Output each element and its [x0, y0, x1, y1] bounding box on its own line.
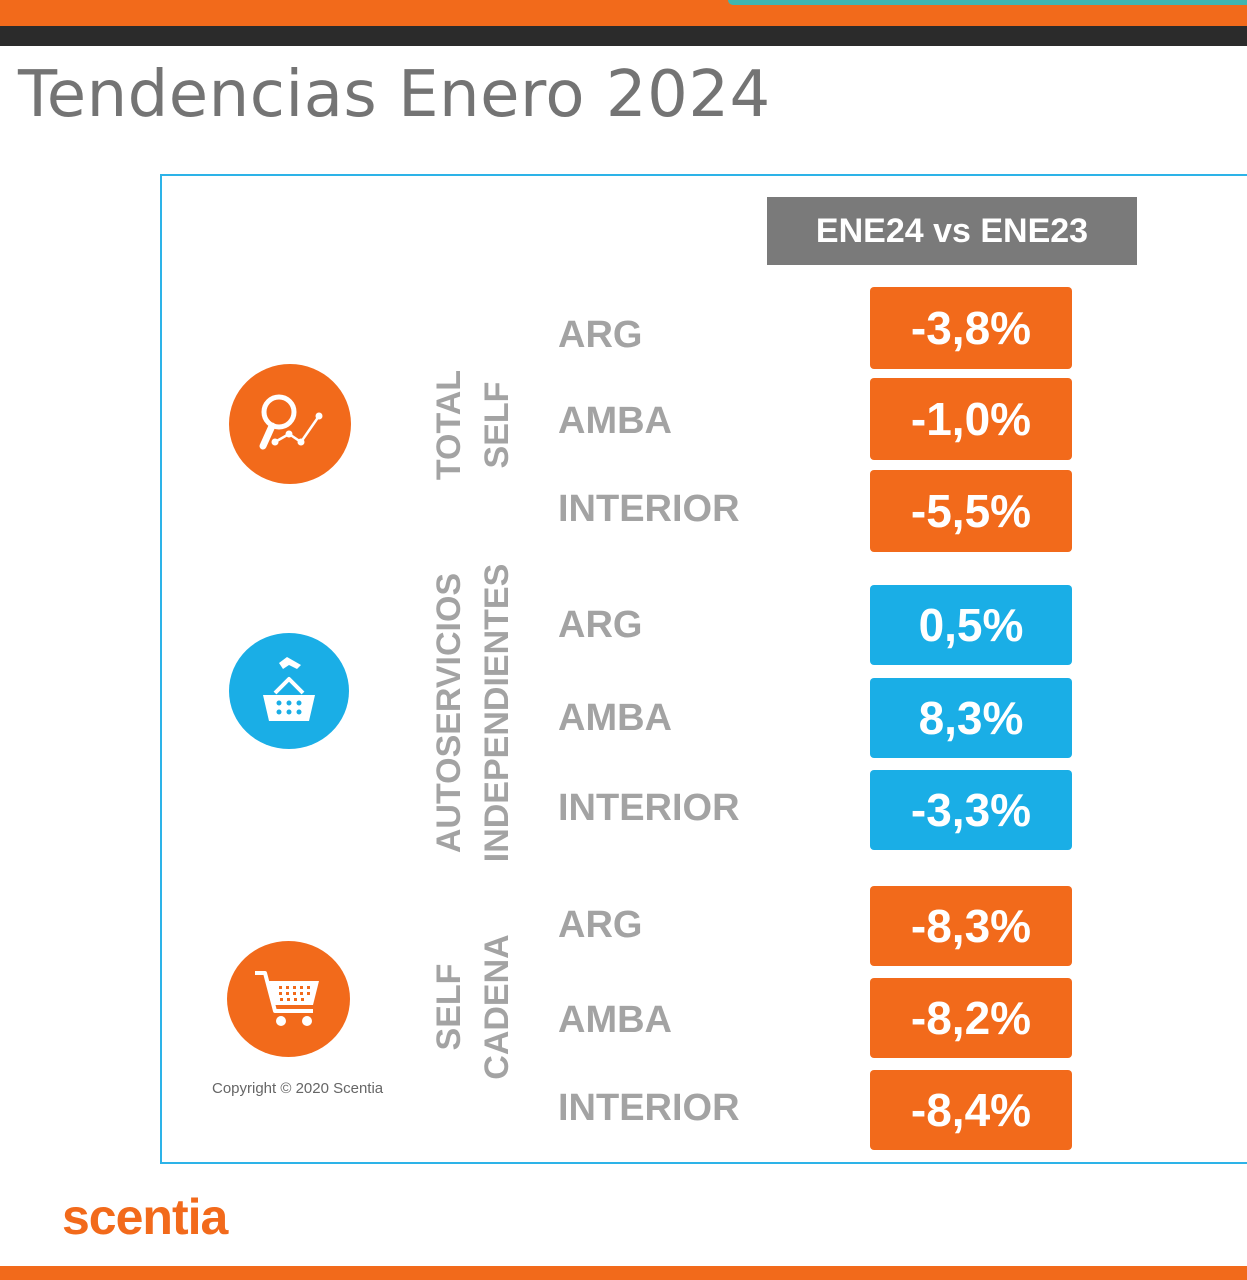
page-title: Tendencias Enero 2024 [18, 58, 771, 132]
bottom-orange-bar [0, 1266, 1247, 1280]
top-dark-bar [0, 26, 1247, 46]
value-cell: -8,3% [870, 886, 1072, 966]
group-label-total-self: TOTAL SELF [425, 325, 521, 525]
row-label-interior: INTERIOR [558, 1087, 740, 1129]
row-label-amba: AMBA [558, 697, 672, 739]
row-label-interior: INTERIOR [558, 787, 740, 829]
shopping-basket-icon [229, 633, 349, 749]
group-label-line: SELF [478, 381, 516, 469]
value-cell: -3,3% [870, 770, 1072, 850]
row-label-amba: AMBA [558, 400, 672, 442]
row-label-arg: ARG [558, 314, 643, 356]
column-header: ENE24 vs ENE23 [767, 197, 1137, 265]
value-cell: -1,0% [870, 378, 1072, 460]
analytics-magnifier-icon [229, 364, 351, 484]
group-label-line: AUTOSERVICIOS [430, 572, 468, 854]
value-cell: -8,2% [870, 978, 1072, 1058]
copyright-text: Copyright © 2020 Scentia [212, 1080, 384, 1097]
group-label-self-cadena: SELF CADENA [425, 907, 521, 1107]
brand-logo: scentia [62, 1189, 228, 1245]
group-label-line: CADENA [478, 934, 516, 1080]
value-cell: 8,3% [870, 678, 1072, 758]
row-label-interior: INTERIOR [558, 488, 740, 530]
value-cell: -3,8% [870, 287, 1072, 369]
value-cell: -5,5% [870, 470, 1072, 552]
shopping-cart-icon [227, 941, 350, 1057]
content-frame [160, 174, 1247, 1164]
top-teal-accent [728, 0, 1247, 5]
row-label-amba: AMBA [558, 999, 672, 1041]
value-cell: 0,5% [870, 585, 1072, 665]
value-cell: -8,4% [870, 1070, 1072, 1150]
group-label-line: SELF [430, 963, 468, 1051]
group-label-line: TOTAL [430, 369, 468, 481]
group-label-autoservicios-independientes: AUTOSERVICIOS INDEPENDIENTES [425, 563, 521, 863]
row-label-arg: ARG [558, 604, 643, 646]
group-label-line: INDEPENDIENTES [478, 563, 516, 863]
row-label-arg: ARG [558, 904, 643, 946]
